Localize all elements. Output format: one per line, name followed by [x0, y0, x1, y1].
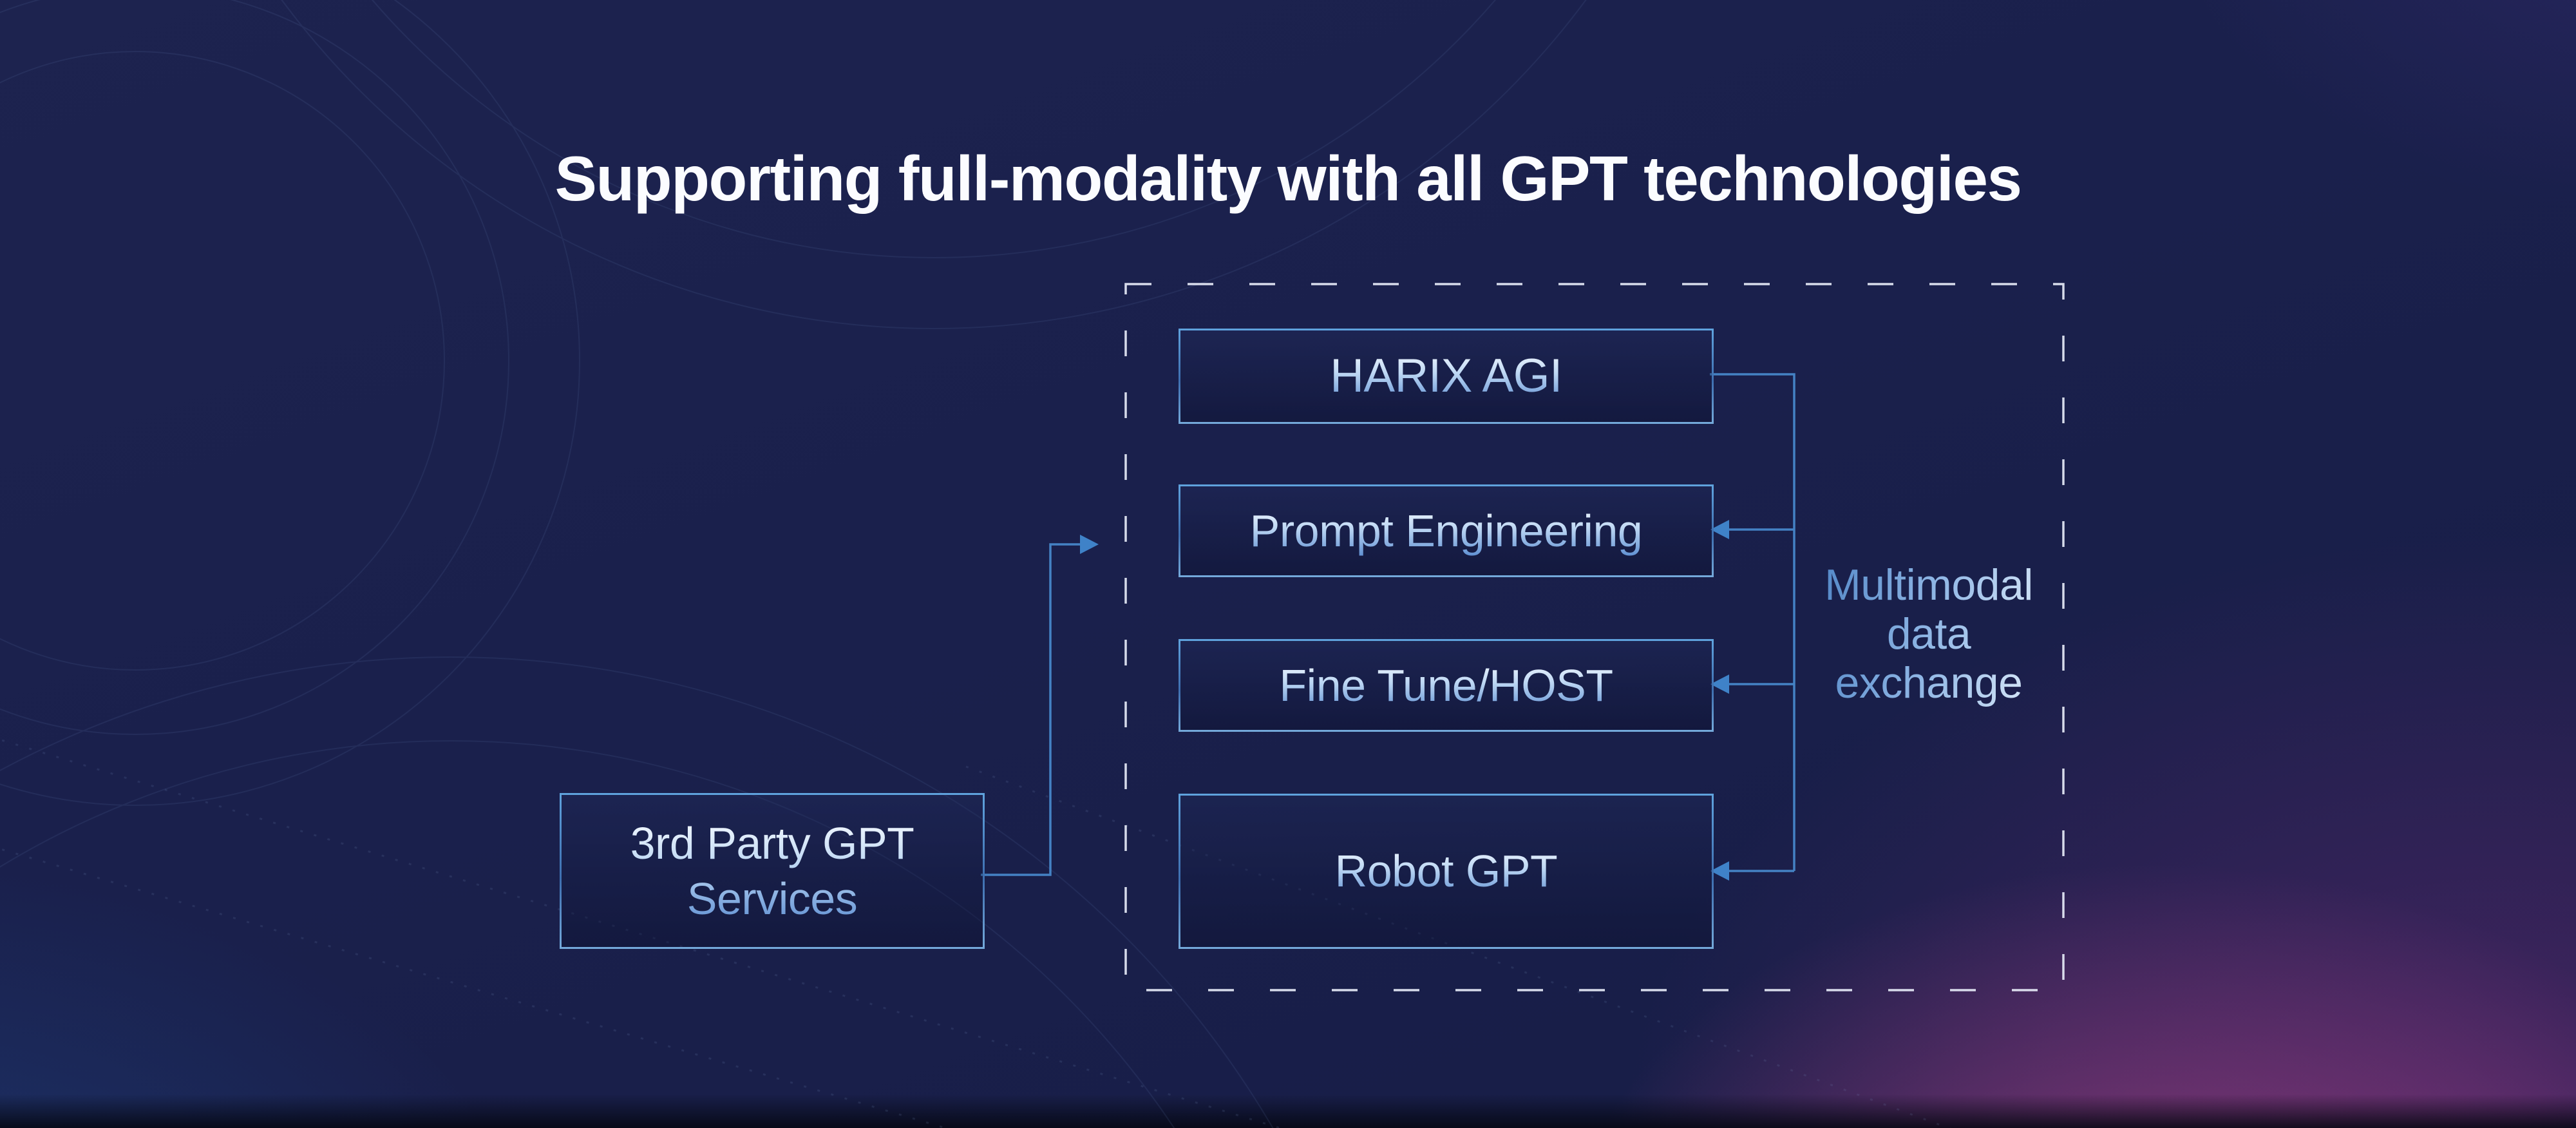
contour-arc [281, 0, 1587, 329]
node-label-line2: Services [687, 874, 858, 924]
node-third-party-gpt-services: 3rd Party GPT Services [560, 793, 985, 949]
node-prompt-engineering: Prompt Engineering [1179, 484, 1714, 577]
annotation-line: exchange [1835, 658, 2023, 707]
node-robot-gpt: Robot GPT [1179, 794, 1714, 949]
node-label: HARIX AGI [1330, 349, 1562, 404]
annotation-multimodal-data-exchange: Multimodal data exchange [1797, 560, 2061, 707]
contour-arc [0, 740, 1175, 1128]
contour-arc [0, 0, 580, 806]
arrowhead-left-icon [1710, 520, 1729, 539]
contour-arc [371, 0, 1497, 258]
arrowhead-left-icon [1710, 674, 1729, 694]
connector-trunk-multimodal [1710, 373, 1795, 871]
node-label-line1: 3rd Party GPT [630, 817, 914, 868]
connector-from-third-party [981, 543, 1081, 876]
annotation-line: data [1886, 609, 1971, 658]
node-label: Fine Tune/HOST [1279, 659, 1613, 712]
node-label: Robot GPT [1335, 845, 1558, 898]
contour-arc [0, 51, 445, 671]
arrowhead-right-icon [1080, 535, 1099, 554]
page-title: Supporting full-modality with all GPT te… [554, 143, 2023, 214]
arrowhead-left-icon [1710, 861, 1729, 881]
dashed-container-border [1124, 283, 2065, 991]
node-label: Prompt Engineering [1250, 504, 1643, 558]
node-fine-tune-host: Fine Tune/HOST [1179, 639, 1714, 732]
contour-arc [0, 656, 1274, 1128]
annotation-line: Multimodal [1824, 560, 2033, 609]
contour-arc [0, 0, 509, 735]
node-harix-agi: HARIX AGI [1179, 329, 1714, 424]
dotted-line [0, 848, 949, 1128]
node-label: 3rd Party GPT Services [630, 816, 914, 926]
